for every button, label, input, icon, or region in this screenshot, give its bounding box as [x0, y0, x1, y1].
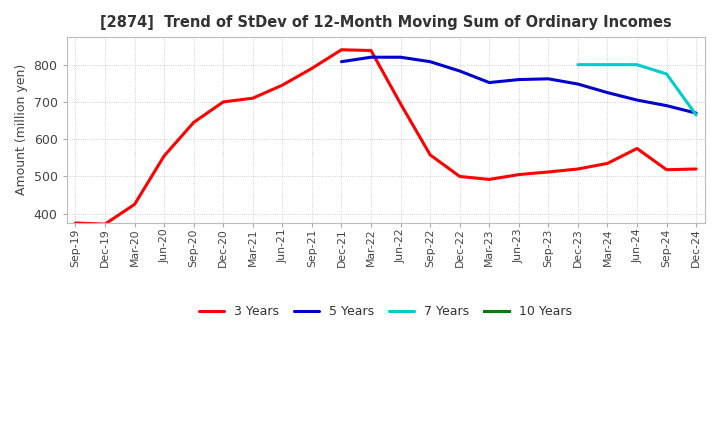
3 Years: [307, 66, 316, 71]
3 Years: [485, 177, 493, 182]
Line: 5 Years: 5 Years: [341, 57, 696, 113]
3 Years: [603, 161, 612, 166]
3 Years: [278, 83, 287, 88]
5 Years: [455, 68, 464, 73]
3 Years: [662, 167, 671, 172]
3 Years: [71, 220, 80, 226]
Line: 7 Years: 7 Years: [578, 65, 696, 115]
3 Years: [396, 101, 405, 106]
3 Years: [366, 48, 375, 53]
5 Years: [426, 59, 434, 64]
5 Years: [662, 103, 671, 108]
5 Years: [603, 90, 612, 95]
5 Years: [515, 77, 523, 82]
3 Years: [337, 47, 346, 52]
3 Years: [692, 166, 701, 172]
3 Years: [633, 146, 642, 151]
3 Years: [248, 95, 257, 101]
5 Years: [544, 76, 553, 81]
5 Years: [366, 55, 375, 60]
7 Years: [633, 62, 642, 67]
3 Years: [189, 120, 198, 125]
5 Years: [337, 59, 346, 64]
3 Years: [130, 202, 139, 207]
3 Years: [455, 174, 464, 179]
3 Years: [515, 172, 523, 177]
5 Years: [692, 110, 701, 116]
7 Years: [603, 62, 612, 67]
Line: 3 Years: 3 Years: [76, 50, 696, 224]
5 Years: [574, 81, 582, 87]
3 Years: [160, 153, 168, 158]
Y-axis label: Amount (million yen): Amount (million yen): [15, 64, 28, 195]
7 Years: [574, 62, 582, 67]
3 Years: [574, 166, 582, 172]
3 Years: [219, 99, 228, 105]
5 Years: [485, 80, 493, 85]
3 Years: [544, 169, 553, 175]
5 Years: [633, 97, 642, 103]
7 Years: [692, 112, 701, 117]
5 Years: [396, 55, 405, 60]
7 Years: [662, 71, 671, 77]
3 Years: [426, 152, 434, 158]
Title: [2874]  Trend of StDev of 12-Month Moving Sum of Ordinary Incomes: [2874] Trend of StDev of 12-Month Moving…: [100, 15, 672, 30]
Legend: 3 Years, 5 Years, 7 Years, 10 Years: 3 Years, 5 Years, 7 Years, 10 Years: [194, 300, 577, 323]
3 Years: [101, 221, 109, 227]
